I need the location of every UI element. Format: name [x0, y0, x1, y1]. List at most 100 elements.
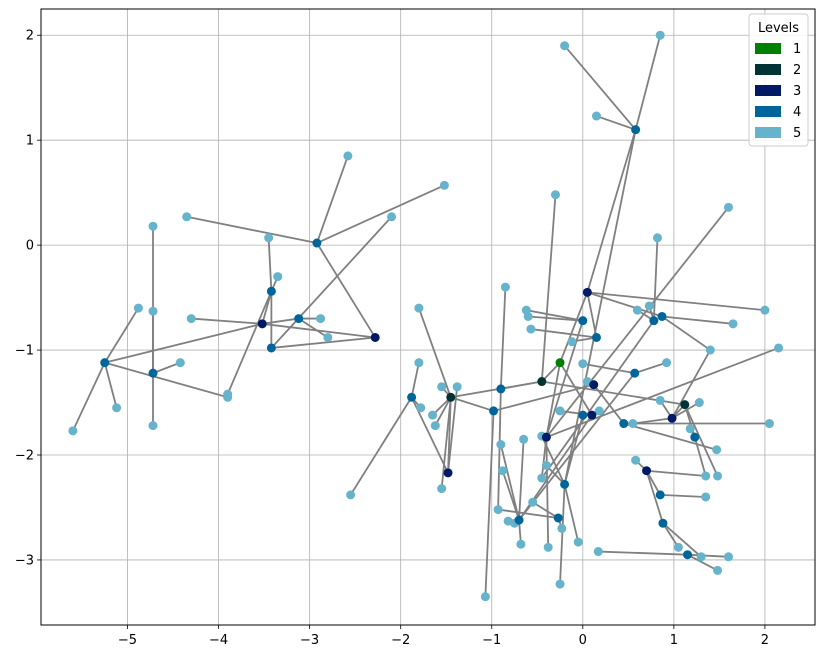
- edge-line: [270, 216, 393, 349]
- edge-line: [226, 290, 273, 395]
- node-point-level-5: [712, 445, 722, 455]
- node-point-level-5: [632, 305, 642, 315]
- edge-line: [434, 396, 452, 427]
- edge-line: [104, 361, 228, 399]
- axes-background: [41, 9, 815, 625]
- node-point-level-5: [673, 542, 683, 552]
- node-point-level-5: [543, 542, 553, 552]
- node-point-level-5: [523, 311, 533, 321]
- node-point-level-4: [312, 238, 322, 248]
- node-point-level-4: [683, 550, 693, 560]
- node-point-level-5: [528, 497, 538, 507]
- edge-line: [499, 287, 507, 389]
- edge-line: [262, 317, 299, 325]
- node-point-level-4: [619, 419, 629, 429]
- node-point-level-5: [493, 505, 503, 515]
- edge-line: [546, 347, 779, 438]
- node-point-level-5: [774, 343, 784, 353]
- node-point-level-5: [701, 492, 711, 502]
- edge-line: [582, 362, 635, 375]
- edge-line: [528, 315, 583, 322]
- axes-frame: [40, 8, 816, 626]
- edge-line: [545, 362, 561, 438]
- node-point-level-5: [541, 460, 551, 470]
- edge-line: [671, 401, 700, 420]
- node-point-level-5: [223, 392, 233, 402]
- legend-swatch: [755, 43, 781, 54]
- edge-line: [316, 184, 445, 244]
- y-tick-label: −1: [15, 344, 34, 359]
- node-point-level-4: [266, 286, 276, 296]
- y-axis: −3 −2 −1 0 1 2: [15, 29, 41, 568]
- node-point-level-4: [294, 314, 304, 324]
- node-point-level-5: [519, 434, 529, 444]
- edge-line: [645, 470, 664, 524]
- edge-line: [298, 317, 329, 339]
- node-point-level-5: [186, 314, 196, 324]
- edge-line: [693, 436, 707, 477]
- node-point-level-5: [594, 406, 604, 416]
- node-point-level-5: [557, 523, 567, 533]
- node-point-level-5: [728, 319, 738, 329]
- node-point-level-3: [642, 466, 652, 476]
- legend-label: 3: [793, 84, 801, 99]
- node-point-level-5: [323, 332, 333, 342]
- edge-line: [518, 439, 525, 521]
- node-point-level-5: [701, 471, 711, 481]
- edge-line: [545, 437, 550, 548]
- node-point-level-5: [439, 180, 449, 190]
- node-point-level-2: [680, 400, 690, 410]
- y-tick-label: −3: [15, 553, 34, 568]
- node-point-level-5: [430, 421, 440, 431]
- edge-line: [623, 422, 717, 451]
- node-point-level-5: [593, 547, 603, 557]
- edge-line: [526, 309, 583, 322]
- edge-line: [687, 553, 718, 572]
- edge-line: [484, 410, 495, 597]
- edge-line: [540, 194, 557, 382]
- node-point-level-5: [578, 359, 588, 369]
- edge-line: [563, 45, 637, 131]
- node-point-level-5: [713, 565, 723, 575]
- edge-line: [587, 291, 766, 312]
- edge-line: [447, 386, 459, 473]
- node-point-level-2: [537, 377, 547, 387]
- node-point-level-3: [587, 410, 597, 420]
- y-tick-label: −2: [15, 448, 34, 463]
- x-tick-label: −3: [300, 633, 319, 648]
- node-point-level-4: [631, 125, 641, 135]
- node-point-level-5: [500, 282, 510, 292]
- edge-line: [103, 362, 118, 409]
- edge-line: [662, 522, 702, 558]
- edge-line: [687, 553, 729, 558]
- node-point-level-5: [498, 466, 508, 476]
- edge-line: [660, 493, 706, 498]
- node-point-level-4: [655, 490, 665, 500]
- node-point-level-5: [452, 382, 462, 392]
- node-point-level-5: [644, 301, 654, 311]
- edge-line: [593, 384, 625, 425]
- node-point-level-5: [414, 358, 424, 368]
- node-point-level-5: [550, 190, 560, 200]
- node-point-level-3: [370, 332, 380, 342]
- edge-line: [559, 292, 589, 363]
- node-point-level-4: [148, 368, 158, 378]
- edge-line: [563, 129, 637, 485]
- node-point-level-1: [555, 358, 565, 368]
- edge-line: [191, 317, 263, 325]
- legend: Levels 1 2 3 4 5: [748, 13, 809, 147]
- node-point-level-3: [443, 468, 453, 478]
- edge-line: [500, 380, 542, 390]
- edge-line: [518, 372, 636, 521]
- node-point-level-3: [541, 432, 551, 442]
- node-point-level-4: [100, 358, 110, 368]
- node-point-level-5: [628, 419, 638, 429]
- node-point-level-4: [591, 332, 601, 342]
- node-point-level-4: [657, 311, 667, 321]
- edge-line: [645, 470, 661, 496]
- node-point-level-4: [266, 343, 276, 353]
- node-point-level-4: [658, 518, 668, 528]
- legend-swatch: [755, 64, 781, 75]
- node-point-level-5: [662, 358, 672, 368]
